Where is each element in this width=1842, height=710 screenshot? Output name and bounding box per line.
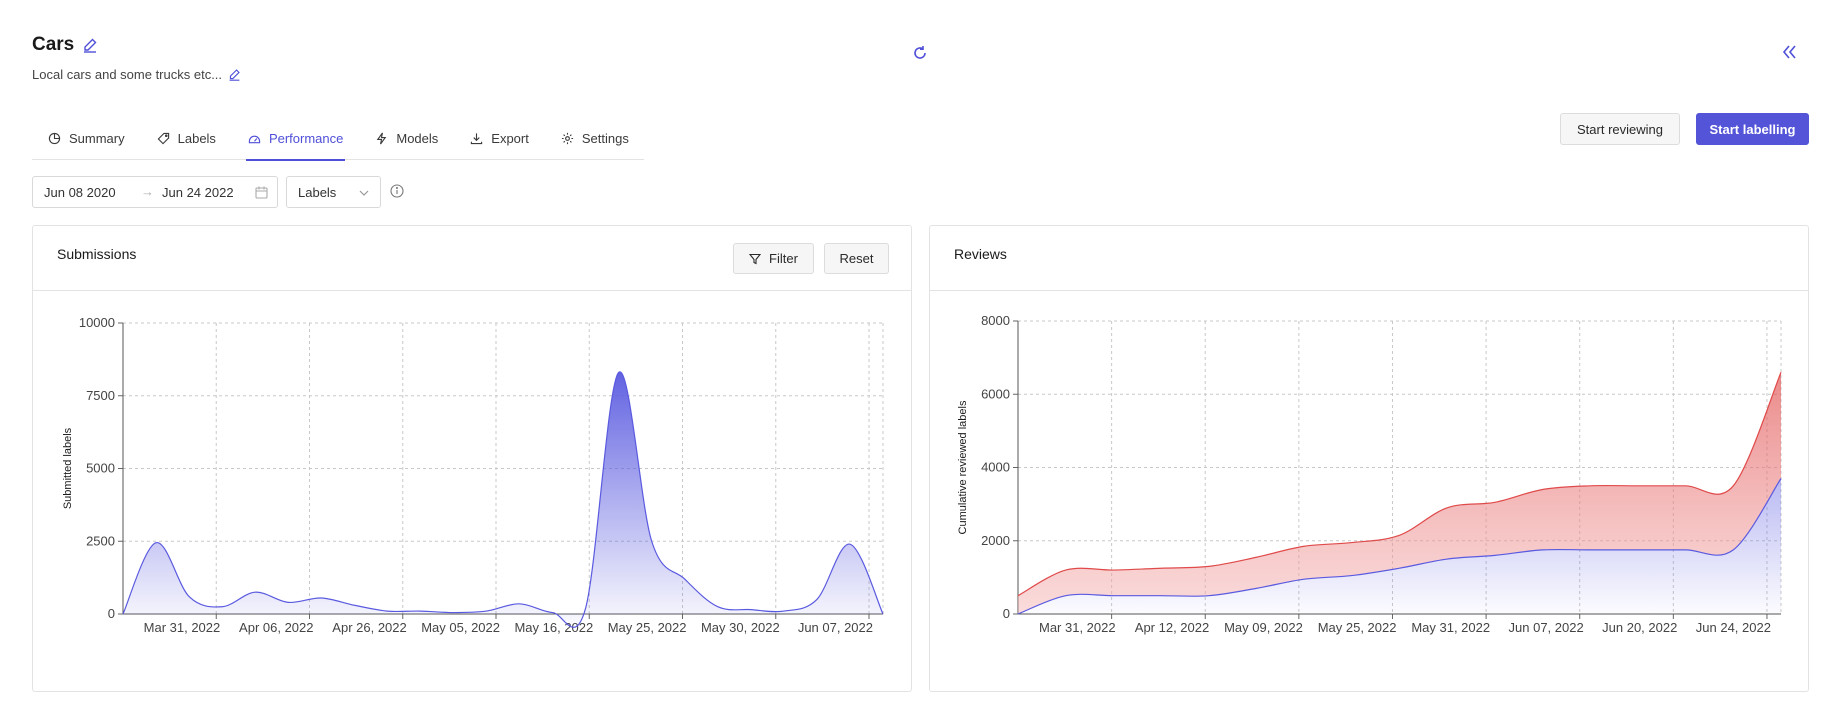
submissions-panel-header: Submissions Filter Reset (33, 226, 911, 291)
tab-label: Summary (69, 130, 125, 146)
x-tick-label: May 25, 2022 (608, 620, 687, 635)
y-tick-label: 5000 (86, 461, 115, 476)
download-icon (471, 132, 483, 144)
reviews-red-line (1017, 372, 1782, 597)
dashboard-icon (248, 135, 261, 143)
tab-label: Settings (581, 130, 629, 146)
submissions-area (123, 371, 883, 628)
reviews-title: Reviews (954, 246, 1007, 262)
x-tick-label: Apr 26, 2022 (332, 620, 406, 635)
chevron-down-icon (358, 187, 370, 199)
edit-title-icon[interactable] (82, 37, 98, 53)
y-tick-label: 0 (1003, 606, 1010, 621)
x-tick-label: May 09, 2022 (1224, 620, 1303, 635)
tab-settings[interactable]: Settings (545, 124, 645, 160)
x-tick-label: May 05, 2022 (421, 620, 500, 635)
tab-export[interactable]: Export (454, 124, 545, 160)
filter-icon (749, 253, 762, 264)
calendar-icon (255, 186, 268, 199)
info-icon[interactable] (390, 184, 404, 198)
tab-summary[interactable]: Summary (32, 124, 141, 160)
x-tick-label: May 16, 2022 (514, 620, 593, 635)
filter-label: Filter (769, 251, 798, 266)
metric-select-value: Labels (298, 185, 337, 200)
tab-performance[interactable]: Performance (232, 124, 359, 161)
x-tick-label: Jun 20, 2022 (1602, 620, 1677, 635)
y-tick-label: 7500 (86, 388, 115, 403)
gear-icon (561, 132, 573, 144)
start-labelling-button[interactable]: Start labelling (1696, 113, 1809, 145)
date-range-picker[interactable]: Jun 08 2020 → Jun 24 2022 (32, 176, 278, 208)
tag-icon (157, 132, 169, 144)
reviews-blue-line (1017, 478, 1782, 615)
x-tick-label: May 31, 2022 (1411, 620, 1490, 635)
reviews-panel: Reviews 0 2000 4000 6000 8000 Mar 31, 2022 Apr… (929, 225, 1809, 692)
collapse-panel-icon[interactable] (1780, 43, 1798, 61)
x-tick-label: May 30, 2022 (701, 620, 780, 635)
y-tick-label: 10000 (79, 315, 115, 330)
filter-button[interactable]: Filter (733, 243, 814, 274)
submissions-panel: Submissions Filter Reset 0 2500 5000 7500 10… (32, 225, 912, 692)
tab-labels[interactable]: Labels (141, 124, 232, 160)
tab-label: Performance (268, 130, 344, 146)
reviews-chart: 0 2000 4000 6000 8000 Mar 31, 2022 Apr 12, 202… (957, 313, 1782, 635)
y-axis-title: Cumulative reviewed labels (957, 400, 969, 534)
x-tick-label: May 25, 2022 (1318, 620, 1397, 635)
x-tick-label: Jun 07, 2022 (1509, 620, 1584, 635)
pie-chart-icon (48, 132, 61, 144)
title-row: Cars (32, 34, 98, 56)
y-tick-label: 0 (108, 606, 115, 621)
x-tick-label: Mar 31, 2022 (1039, 620, 1116, 635)
date-range-arrow: → (141, 184, 154, 199)
x-tick-label: Apr 12, 2022 (1135, 620, 1209, 635)
x-tick-label: Jun 24, 2022 (1696, 620, 1771, 635)
page-description: Local cars and some trucks etc... (32, 67, 223, 82)
y-axis-title: Submitted labels (62, 427, 74, 509)
x-tick-label: Apr 06, 2022 (239, 620, 313, 635)
metric-select[interactable]: Labels (286, 176, 381, 208)
tab-models[interactable]: Models (359, 124, 454, 160)
start-reviewing-button[interactable]: Start reviewing (1560, 113, 1680, 145)
lightning-icon (377, 132, 387, 144)
tab-label: Export (491, 130, 529, 146)
reviews-blue-area (1018, 478, 1781, 614)
edit-description-icon[interactable] (228, 68, 241, 81)
submissions-title: Submissions (57, 246, 137, 262)
y-tick-label: 2500 (86, 533, 115, 548)
tab-label: Models (396, 130, 439, 146)
page-title: Cars (32, 34, 75, 55)
y-tick-label: 2000 (981, 533, 1010, 548)
x-tick-label: Jun 07, 2022 (798, 620, 873, 635)
refresh-icon[interactable] (911, 44, 929, 62)
x-tick-label: Mar 31, 2022 (144, 620, 221, 635)
submissions-chart: 0 2500 5000 7500 10000 Mar 31, 2022 Apr 06, 20… (62, 315, 884, 635)
tab-label: Labels (177, 130, 216, 146)
date-start[interactable]: Jun 08 2020 (44, 185, 116, 200)
tab-bar: Summary Labels Performance Models Export… (32, 124, 645, 161)
submissions-line (122, 371, 884, 628)
y-tick-label: 6000 (981, 386, 1010, 401)
date-end[interactable]: Jun 24 2022 (162, 185, 234, 200)
reviews-red-area (1018, 372, 1781, 614)
reset-button[interactable]: Reset (824, 243, 889, 274)
subtitle-row: Local cars and some trucks etc... (32, 67, 241, 82)
reviews-panel-header: Reviews (930, 226, 1808, 291)
y-tick-label: 8000 (981, 313, 1010, 328)
y-tick-label: 4000 (981, 460, 1010, 475)
